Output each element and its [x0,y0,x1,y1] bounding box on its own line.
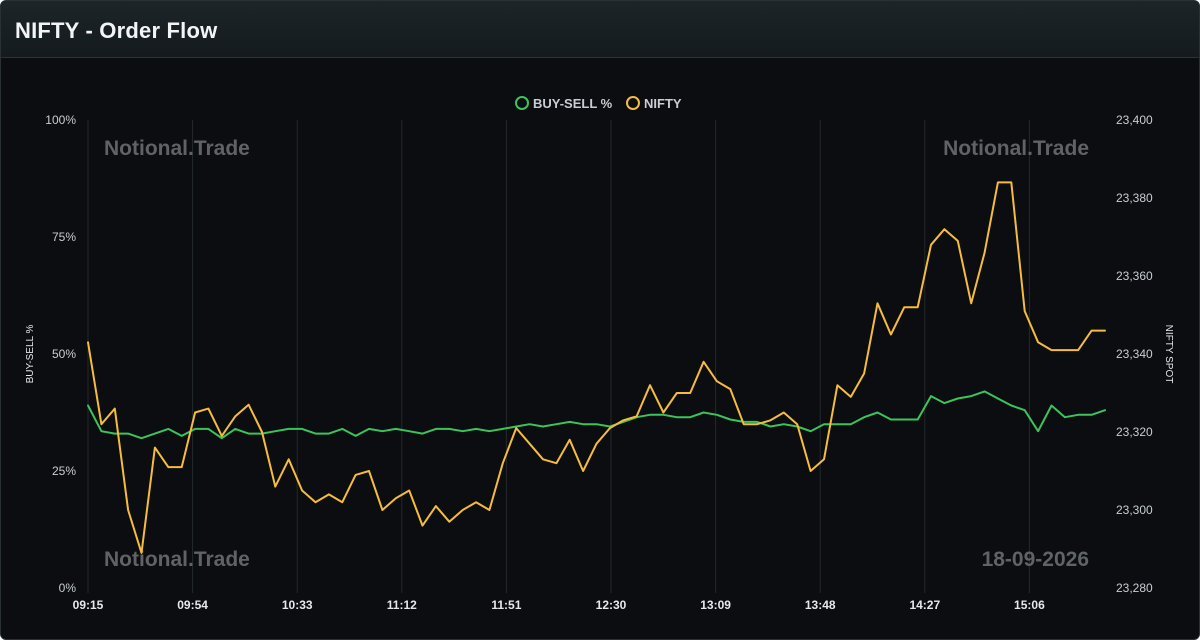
x-tick-label: 13:09 [700,598,731,612]
x-tick-label: 15:06 [1014,598,1045,612]
series-line-nifty [87,181,1106,554]
y-left-tick-label: 25% [52,464,76,478]
x-tick-label: 14:27 [909,598,940,612]
y-left-tick-label: 0% [59,581,77,595]
y-left-tick-label: 100% [45,113,76,127]
watermarks: Notional.Trade Notional.Trade Notional.T… [104,137,1089,571]
y-right-tick-label: 23,280 [1116,581,1153,595]
y-right-tick-label: 23,340 [1116,347,1153,361]
x-tick-label: 12:30 [596,598,627,612]
axes: 09:15 09:54 10:33 11:12 11:51 12:30 13:09 13:48… [45,113,1153,612]
panel-title: NIFTY - Order Flow [15,18,218,43]
watermark-date: 18-09-2026 [982,548,1089,571]
x-tick-label: 09:15 [73,598,104,612]
legend-label-nifty: NIFTY [644,96,682,111]
y-right-tick-label: 23,300 [1116,503,1153,517]
y-right-tick-label: 23,380 [1116,191,1153,205]
watermark-top-right: Notional.Trade [943,137,1089,160]
watermark-top-left: Notional.Trade [104,137,250,160]
watermark-bottom-left: Notional.Trade [104,548,250,571]
y-right-tick-label: 23,400 [1116,113,1153,127]
y-left-tick-label: 50% [52,347,76,361]
legend-label-buy-sell: BUY-SELL % [533,96,613,111]
x-tick-label: 10:33 [282,598,313,612]
panel-header: NIFTY - Order Flow [1,1,1199,58]
y-left-tick-label: 75% [52,230,76,244]
y-axis-left-title: BUY-SELL % [25,325,36,384]
legend-item-nifty[interactable]: NIFTY [626,96,682,111]
x-tick-label: 11:12 [387,598,417,612]
legend-swatch-buy-sell [515,96,529,110]
legend-swatch-nifty [626,96,640,110]
x-tick-label: 11:51 [491,598,521,612]
y-right-tick-label: 23,360 [1116,269,1153,283]
legend: BUY-SELL % NIFTY [515,96,682,111]
series-lines [87,181,1106,554]
x-tick-label: 13:48 [805,598,836,612]
y-right-tick-label: 23,320 [1116,425,1153,439]
y-axis-right-title: NIFTY SPOT [1163,325,1174,384]
x-tick-label: 09:54 [177,598,208,612]
grid-lines [87,120,1030,593]
series-line-buy-sell [87,390,1106,440]
legend-item-buy-sell[interactable]: BUY-SELL % [515,96,613,111]
